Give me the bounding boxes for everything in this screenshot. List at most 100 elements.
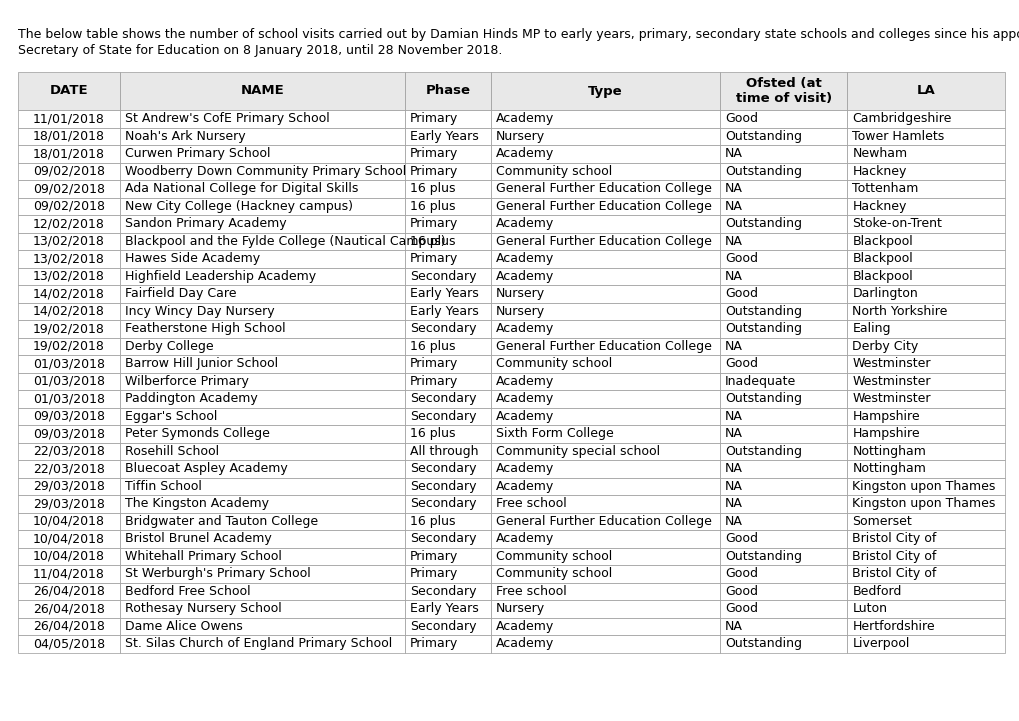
Bar [119,162,405,180]
Bar [491,337,719,355]
Text: Secondary: Secondary [410,392,476,405]
Text: Luton: Luton [852,602,887,615]
Bar [18,303,119,320]
Bar [119,443,405,460]
Bar [405,267,491,285]
Text: Academy: Academy [495,322,554,335]
Text: Academy: Academy [495,637,554,650]
Text: Type: Type [588,84,623,97]
Bar [119,530,405,547]
Bar [119,495,405,513]
Text: Blackpool and the Fylde College (Nautical Campus): Blackpool and the Fylde College (Nautica… [124,235,445,248]
Text: Derby City: Derby City [852,340,918,353]
Text: 29/03/2018: 29/03/2018 [33,497,105,510]
Bar [18,128,119,145]
Text: Phase: Phase [425,84,470,97]
Text: Barrow Hill Junior School: Barrow Hill Junior School [124,357,277,371]
Text: Rosehill School: Rosehill School [124,445,219,458]
Text: General Further Education College: General Further Education College [495,182,711,195]
Text: Secondary: Secondary [410,479,476,492]
Text: Primary: Primary [410,147,458,160]
Text: General Further Education College: General Further Education College [495,340,711,353]
Bar [119,145,405,162]
Bar [18,232,119,250]
Text: The below table shows the number of school visits carried out by Damian Hinds MP: The below table shows the number of scho… [18,28,1019,41]
Bar [847,250,1004,267]
Text: Community school: Community school [495,567,611,580]
Bar [491,250,719,267]
Bar [719,425,847,443]
Bar [491,530,719,547]
Text: Hackney: Hackney [852,165,906,178]
Text: Community special school: Community special school [495,445,659,458]
Bar [847,110,1004,128]
Bar [847,128,1004,145]
Text: Newham: Newham [852,147,907,160]
Text: DATE: DATE [50,84,88,97]
Text: Tottenham: Tottenham [852,182,918,195]
Bar [491,72,719,110]
Bar [847,477,1004,495]
Text: Good: Good [725,357,757,371]
Bar [719,232,847,250]
Bar [405,337,491,355]
Text: 01/03/2018: 01/03/2018 [33,392,105,405]
Text: 16 plus: 16 plus [410,200,454,213]
Bar [491,407,719,425]
Bar [847,215,1004,232]
Text: Bristol City of: Bristol City of [852,549,935,563]
Bar [847,337,1004,355]
Text: 19/02/2018: 19/02/2018 [33,322,105,335]
Text: NA: NA [725,515,742,528]
Bar [119,547,405,565]
Text: Outstanding: Outstanding [725,165,801,178]
Text: Academy: Academy [495,147,554,160]
Text: Community school: Community school [495,357,611,371]
Bar [119,477,405,495]
Bar [847,198,1004,215]
Text: Rothesay Nursery School: Rothesay Nursery School [124,602,281,615]
Text: 12/02/2018: 12/02/2018 [33,217,105,230]
Bar [18,583,119,600]
Bar [405,443,491,460]
Text: Primary: Primary [410,165,458,178]
Bar [405,495,491,513]
Text: 26/04/2018: 26/04/2018 [33,585,105,598]
Bar [119,617,405,635]
Bar [847,320,1004,337]
Text: NA: NA [725,410,742,423]
Text: 16 plus: 16 plus [410,428,454,441]
Text: North Yorkshire: North Yorkshire [852,305,947,318]
Bar [847,425,1004,443]
Bar [119,267,405,285]
Text: 04/05/2018: 04/05/2018 [33,637,105,650]
Text: Academy: Academy [495,217,554,230]
Bar [18,425,119,443]
Text: Primary: Primary [410,567,458,580]
Bar [491,495,719,513]
Bar [119,355,405,373]
Bar [405,72,491,110]
Bar [405,460,491,477]
Bar [719,320,847,337]
Bar [119,180,405,198]
Bar [119,460,405,477]
Text: Curwen Primary School: Curwen Primary School [124,147,270,160]
Bar [491,513,719,530]
Text: Secondary: Secondary [410,532,476,545]
Text: 13/02/2018: 13/02/2018 [33,252,105,265]
Text: 13/02/2018: 13/02/2018 [33,270,105,283]
Text: Blackpool: Blackpool [852,270,912,283]
Bar [719,267,847,285]
Text: NA: NA [725,182,742,195]
Bar [405,215,491,232]
Text: NA: NA [725,428,742,441]
Text: Outstanding: Outstanding [725,217,801,230]
Bar [491,285,719,303]
Bar [719,128,847,145]
Bar [18,267,119,285]
Text: Academy: Academy [495,479,554,492]
Text: Liverpool: Liverpool [852,637,909,650]
Bar [719,547,847,565]
Bar [18,460,119,477]
